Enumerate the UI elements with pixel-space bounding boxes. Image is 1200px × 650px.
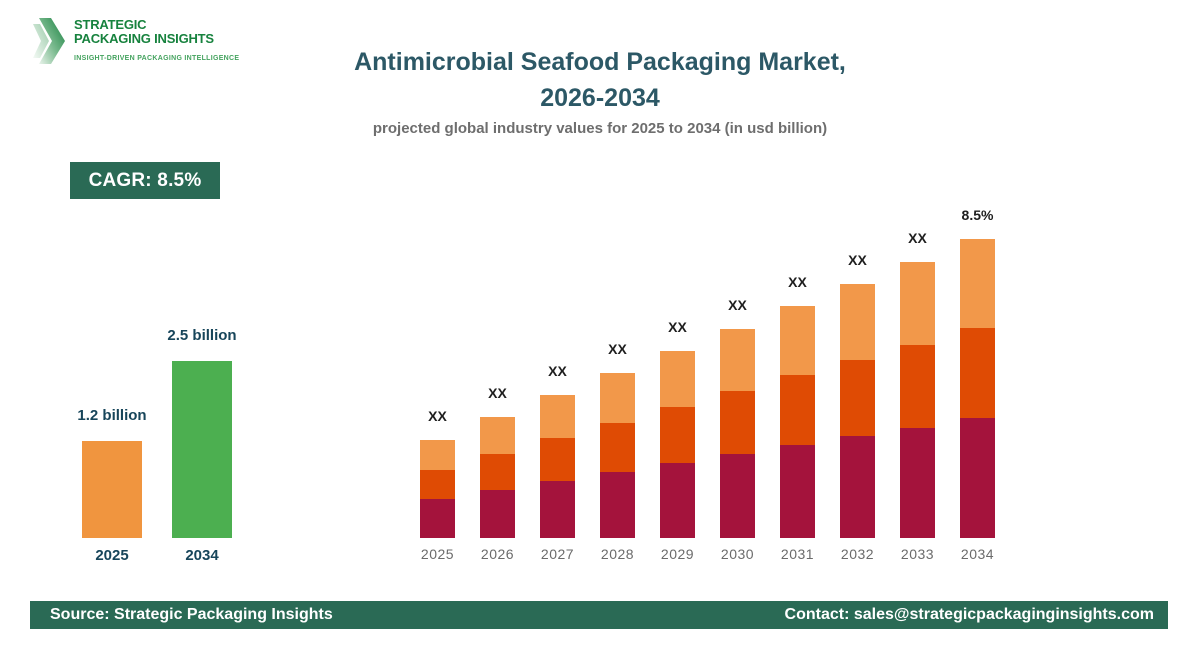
stacked-bar-2028-segment-bottom bbox=[600, 472, 635, 538]
stacked-bar-2031-segment-top bbox=[780, 306, 815, 375]
logo-chevron-front bbox=[39, 18, 65, 64]
mini-bar-2025 bbox=[82, 441, 142, 538]
stacked-bar-2032-segment-bottom bbox=[840, 436, 875, 538]
stacked-bar-2026-segment-middle bbox=[480, 454, 515, 490]
mini-bar-column-2034: 2.5 billion 2034 bbox=[167, 327, 236, 564]
mini-chart-bars: 1.2 billion 2025 2.5 billion 2034 bbox=[77, 327, 236, 564]
stacked-year-label-2028: 2028 bbox=[600, 546, 635, 562]
stacked-bars-row: XX XX XX XX XX XX XX XX XX 8.5% bbox=[410, 200, 995, 538]
stacked-bar-2034-segment-middle bbox=[960, 328, 995, 418]
stacked-year-label-2030: 2030 bbox=[720, 546, 755, 562]
stacked-bar-column-2028: XX bbox=[600, 341, 635, 538]
stacked-bar-value-label-2025: XX bbox=[428, 408, 447, 424]
stacked-bar-value-label-2028: XX bbox=[608, 341, 627, 357]
stacked-bar-2032-segment-middle bbox=[840, 360, 875, 436]
page-title-line1: Antimicrobial Seafood Packaging Market, bbox=[354, 48, 846, 76]
logo-brand-line1: STRATEGIC bbox=[74, 17, 147, 32]
stacked-bar-2028-segment-top bbox=[600, 373, 635, 423]
stacked-bar-2030-segment-bottom bbox=[720, 454, 755, 538]
footer-contact: Contact: sales@strategicpackaginginsight… bbox=[784, 606, 1154, 623]
logo-tagline: INSIGHT-DRIVEN PACKAGING INTELLIGENCE bbox=[74, 55, 240, 62]
stacked-bar-column-2031: XX bbox=[780, 274, 815, 538]
stacked-bar-2031-segment-bottom bbox=[780, 445, 815, 538]
mini-bar-column-2025: 1.2 billion 2025 bbox=[77, 407, 146, 564]
stacked-bar-2029-segment-middle bbox=[660, 407, 695, 463]
stacked-bar-column-2033: XX bbox=[900, 230, 935, 538]
stacked-bar-2030-segment-top bbox=[720, 329, 755, 391]
stacked-bar-2030-segment-middle bbox=[720, 391, 755, 454]
stacked-bar-2027-segment-top bbox=[540, 395, 575, 438]
stacked-bar-2034-segment-bottom bbox=[960, 418, 995, 538]
stacked-bar-column-2029: XX bbox=[660, 319, 695, 538]
stacked-bar-2029-segment-bottom bbox=[660, 463, 695, 538]
stacked-bar-2032-segment-top bbox=[840, 284, 875, 360]
stacked-year-label-2032: 2032 bbox=[840, 546, 875, 562]
stacked-year-label-2025: 2025 bbox=[420, 546, 455, 562]
stacked-bar-value-label-2031: XX bbox=[788, 274, 807, 290]
stacked-year-label-2026: 2026 bbox=[480, 546, 515, 562]
logo-chevron-icon bbox=[33, 18, 65, 64]
mini-bar-2034 bbox=[172, 361, 232, 538]
stacked-year-label-2029: 2029 bbox=[660, 546, 695, 562]
stacked-bar-column-2025: XX bbox=[420, 408, 455, 538]
stacked-bar-column-2034: 8.5% bbox=[960, 207, 995, 538]
mini-bar-year-label-2034: 2034 bbox=[185, 547, 219, 564]
stacked-bar-2034-segment-top bbox=[960, 239, 995, 328]
stacked-year-label-2033: 2033 bbox=[900, 546, 935, 562]
stacked-bar-2029-segment-top bbox=[660, 351, 695, 407]
stacked-bar-2033-segment-bottom bbox=[900, 428, 935, 538]
stacked-bar-value-label-2033: XX bbox=[908, 230, 927, 246]
logo-brand-line2: PACKAGING INSIGHTS bbox=[74, 31, 214, 46]
stacked-bar-chart: XX XX XX XX XX XX XX XX XX 8.5% 2025 2026 2027 2028 2… bbox=[410, 200, 995, 562]
stacked-bar-value-label-2027: XX bbox=[548, 363, 567, 379]
stacked-bar-2025-segment-top bbox=[420, 440, 455, 470]
title-block: Antimicrobial Seafood Packaging Market, … bbox=[0, 44, 1200, 137]
footer-source: Source: Strategic Packaging Insights bbox=[50, 606, 333, 623]
stacked-bar-2033-segment-middle bbox=[900, 345, 935, 428]
stacked-bar-value-label-2032: XX bbox=[848, 252, 867, 268]
stacked-year-label-2027: 2027 bbox=[540, 546, 575, 562]
stacked-years-row: 2025 2026 2027 2028 2029 2030 2031 2032 2033 2034 bbox=[410, 546, 995, 562]
stacked-bar-value-label-2030: XX bbox=[728, 297, 747, 313]
footer-bar: Source: Strategic Packaging Insights Con… bbox=[30, 601, 1168, 629]
stacked-bar-value-label-2026: XX bbox=[488, 385, 507, 401]
stacked-bar-2025-segment-middle bbox=[420, 470, 455, 499]
logo-chevron-back bbox=[33, 24, 49, 58]
stacked-bar-2033-segment-top bbox=[900, 262, 935, 345]
mini-bar-year-label-2025: 2025 bbox=[95, 547, 129, 564]
stacked-bar-2026-segment-bottom bbox=[480, 490, 515, 538]
stacked-bar-column-2032: XX bbox=[840, 252, 875, 538]
mini-bar-value-label-2034: 2.5 billion bbox=[167, 327, 237, 344]
stacked-bar-2026-segment-top bbox=[480, 417, 515, 454]
stacked-bar-value-label-2034: 8.5% bbox=[961, 207, 994, 223]
mini-bar-value-label-2025: 1.2 billion bbox=[77, 407, 147, 424]
logo: STRATEGIC PACKAGING INSIGHTS INSIGHT-DRI… bbox=[33, 18, 239, 64]
stacked-year-label-2034: 2034 bbox=[960, 546, 995, 562]
stacked-bar-2027-segment-middle bbox=[540, 438, 575, 481]
stacked-bar-value-label-2029: XX bbox=[668, 319, 687, 335]
stacked-bar-2031-segment-middle bbox=[780, 375, 815, 445]
logo-text: STRATEGIC PACKAGING INSIGHTS INSIGHT-DRI… bbox=[74, 18, 239, 62]
stacked-bar-column-2030: XX bbox=[720, 297, 755, 538]
stacked-bar-column-2026: XX bbox=[480, 385, 515, 538]
stacked-bar-2025-segment-bottom bbox=[420, 499, 455, 538]
stacked-bar-2028-segment-middle bbox=[600, 423, 635, 472]
stacked-year-label-2031: 2031 bbox=[780, 546, 815, 562]
mini-summary-chart: 1.2 billion 2025 2.5 billion 2034 bbox=[77, 327, 236, 564]
stacked-bar-column-2027: XX bbox=[540, 363, 575, 538]
stacked-bar-2027-segment-bottom bbox=[540, 481, 575, 538]
page-subtitle: projected global industry values for 202… bbox=[372, 120, 828, 137]
cagr-badge: CAGR: 8.5% bbox=[70, 162, 220, 199]
page-title-line2: 2026-2034 bbox=[540, 84, 660, 112]
